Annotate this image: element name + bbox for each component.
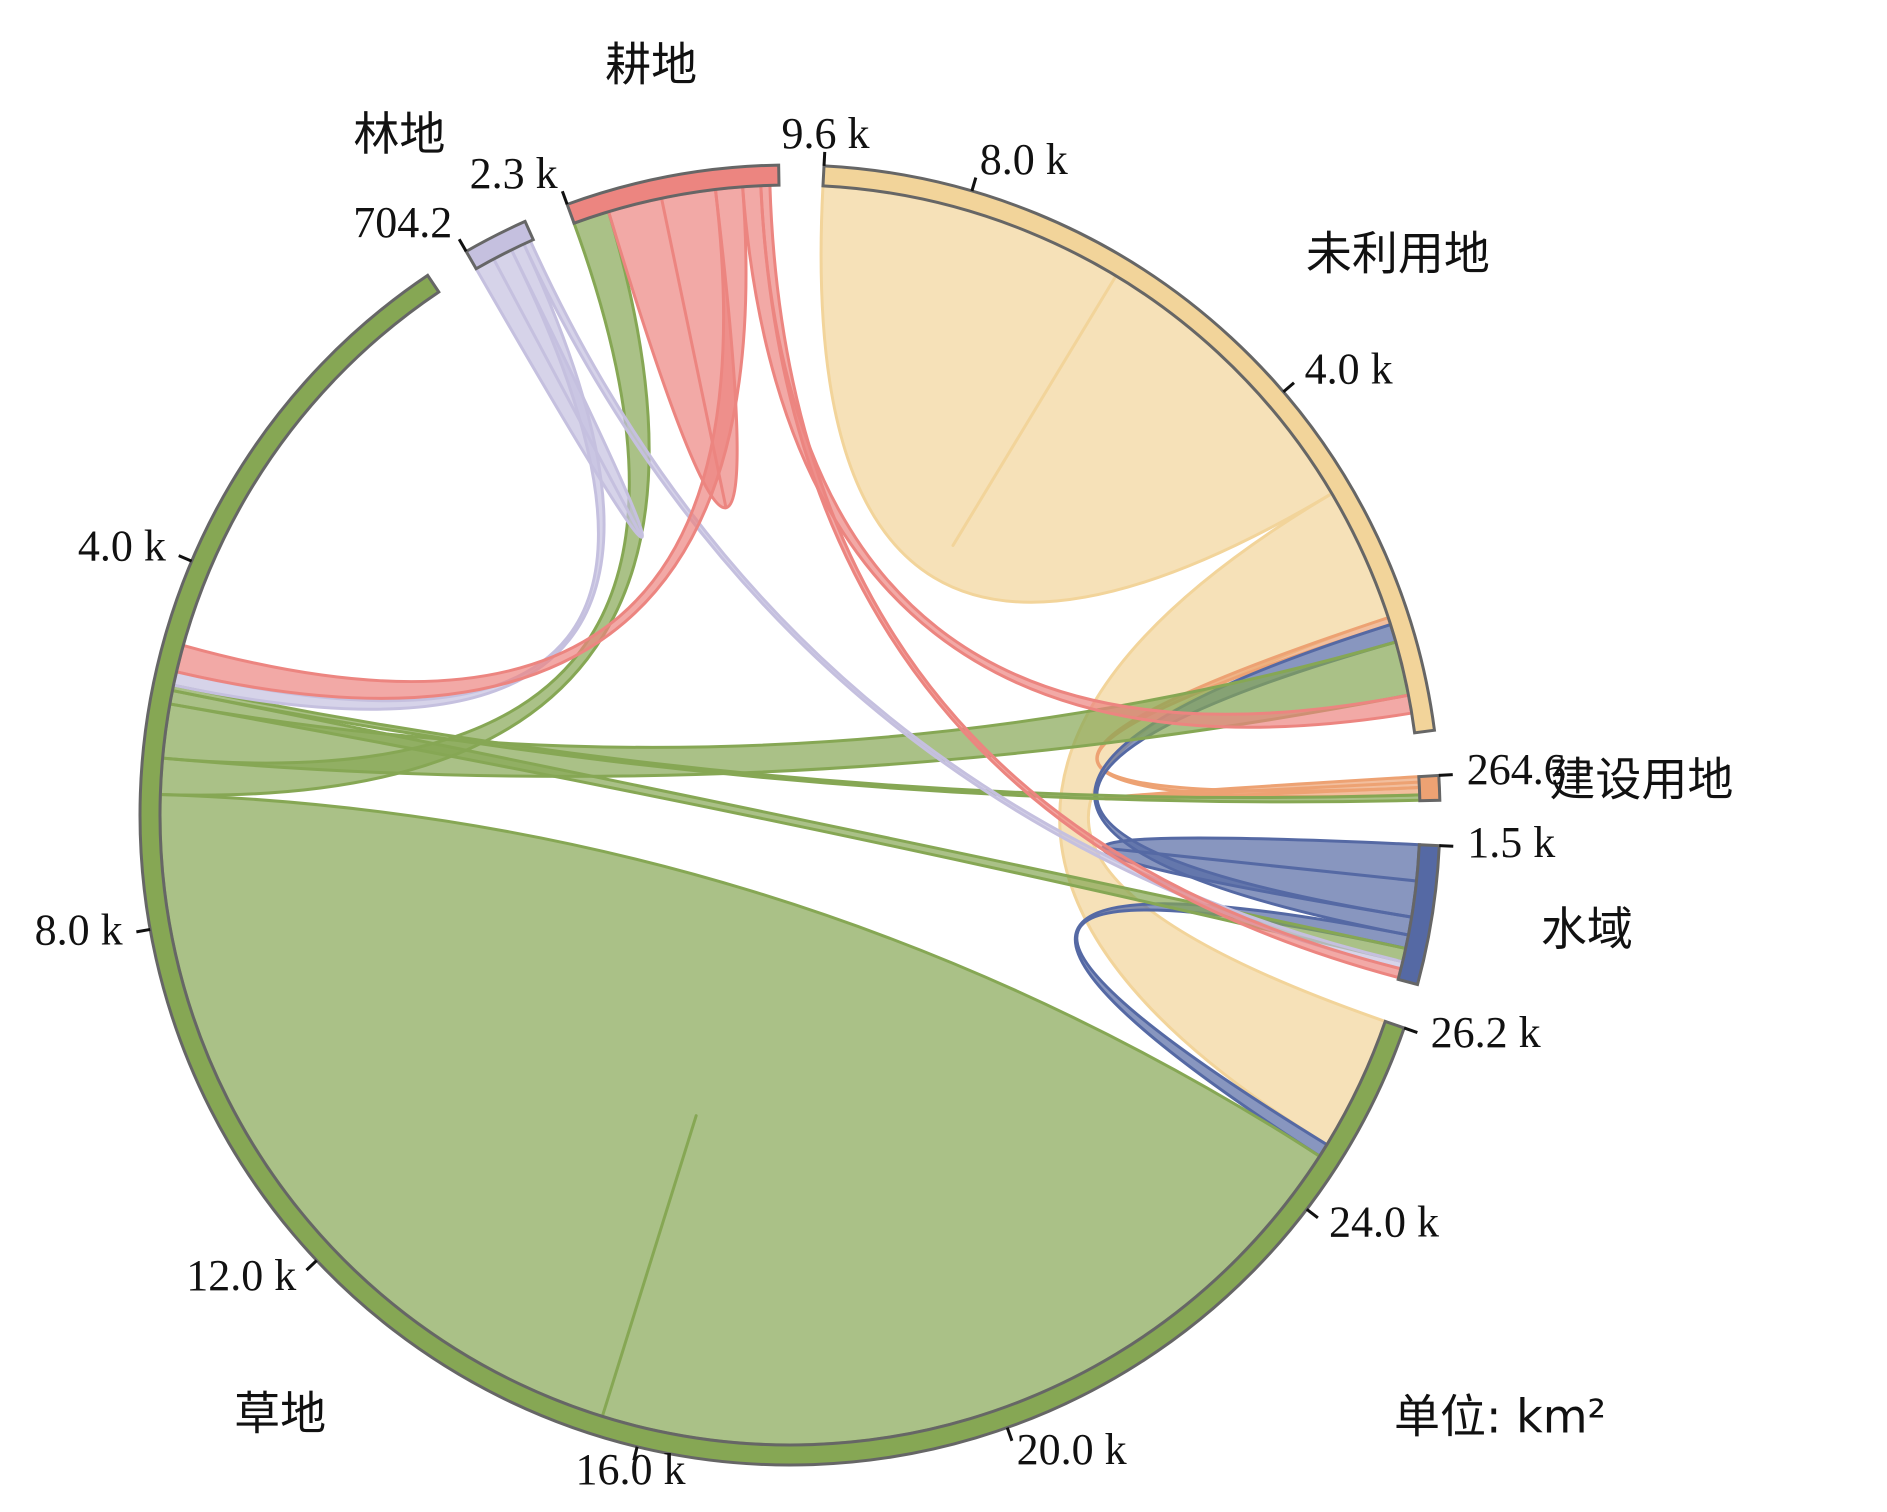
group-arc <box>1396 843 1441 987</box>
tick-label: 20.0 k <box>1017 1425 1127 1474</box>
tick-label: 26.2 k <box>1431 1008 1541 1057</box>
group-name: 水域 <box>1541 902 1633 956</box>
tick-label: 704.2 <box>353 198 452 247</box>
group-name: 林地 <box>353 107 445 161</box>
tick-label: 4.0 k <box>1305 345 1393 394</box>
group-arc <box>1417 773 1442 803</box>
group-arc <box>565 163 781 226</box>
tick-mark <box>1305 1208 1319 1219</box>
tick-label: 12.0 k <box>186 1251 296 1300</box>
tick-label: 2.3 k <box>470 149 558 198</box>
tick-label: 4.0 k <box>78 521 166 570</box>
tick-mark <box>1438 773 1453 777</box>
tick-mark <box>970 177 978 192</box>
tick-label: 264.6 <box>1467 745 1566 794</box>
unit-label: 单位: km² <box>1394 1390 1606 1444</box>
group-arc <box>138 273 1407 1467</box>
tick-mark <box>136 927 151 934</box>
tick-mark <box>1282 381 1295 393</box>
tick-mark <box>632 1446 639 1461</box>
group-arc <box>464 219 536 271</box>
group-name: 未利用地 <box>1306 226 1490 280</box>
tick-mark <box>305 1259 318 1272</box>
tick-mark <box>822 151 827 166</box>
tick-label: 8.0 k <box>980 135 1068 184</box>
tick-label: 1.5 k <box>1467 818 1555 867</box>
tick-mark <box>1439 844 1454 848</box>
group-name: 草地 <box>234 1386 326 1440</box>
tick-mark <box>560 190 569 205</box>
tick-mark <box>457 238 468 253</box>
chords <box>158 183 1422 1447</box>
tick-mark <box>178 554 193 563</box>
tick-label: 8.0 k <box>35 905 123 954</box>
group-name: 建设用地 <box>1549 753 1733 807</box>
tick-label: 9.6 k <box>781 109 869 158</box>
group-arc <box>821 164 1437 735</box>
tick-mark <box>1403 1026 1418 1034</box>
group-name: 耕地 <box>605 37 697 91</box>
tick-label: 24.0 k <box>1329 1197 1439 1246</box>
tick-label: 16.0 k <box>576 1445 686 1494</box>
tick-mark <box>1005 1427 1014 1442</box>
